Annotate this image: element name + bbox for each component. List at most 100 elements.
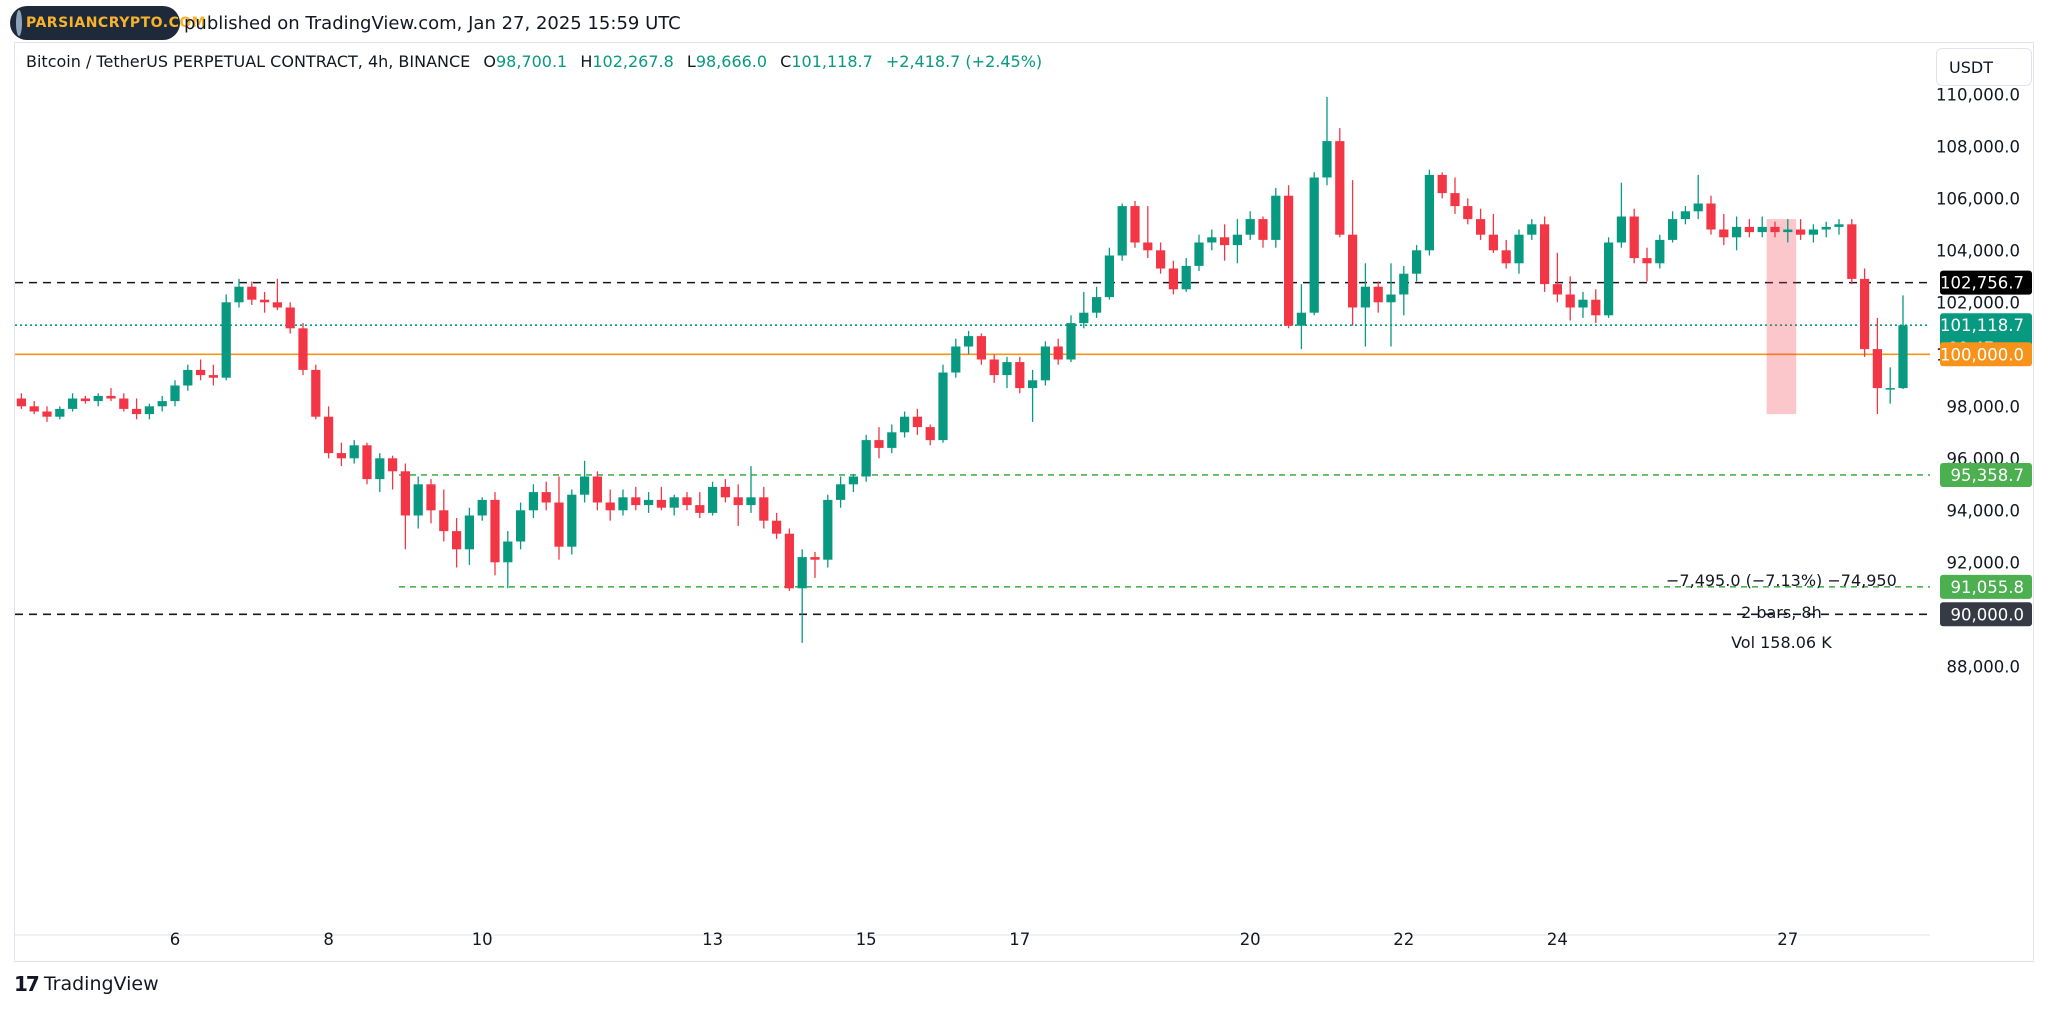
candle-body	[451, 531, 462, 550]
candle-down	[874, 427, 884, 459]
candle-body	[1079, 312, 1089, 324]
candle-down	[1706, 195, 1716, 235]
candle-body	[208, 375, 219, 378]
candle-body	[784, 533, 795, 589]
candle-body	[259, 299, 270, 303]
candle-down	[682, 492, 692, 511]
candle-up	[1655, 234, 1665, 269]
candle-up	[221, 294, 231, 381]
candle-body	[1335, 141, 1345, 235]
candle-body	[861, 440, 871, 477]
candle-body	[1450, 193, 1460, 207]
candle-down	[1335, 128, 1345, 238]
candle-body	[1629, 216, 1639, 259]
y-tick-label: 110,000.0	[1936, 85, 2020, 104]
candle-down	[323, 406, 334, 459]
x-tick-label: 27	[1777, 930, 1798, 949]
candle-body	[464, 515, 475, 550]
candle-body	[247, 286, 257, 300]
candle-up	[1296, 284, 1307, 350]
candle-body	[1219, 237, 1230, 246]
candle-body	[541, 492, 551, 503]
candle-body	[1795, 229, 1806, 235]
candle-up	[183, 364, 193, 391]
candle-body	[67, 398, 78, 409]
candle-down	[1053, 338, 1063, 365]
close-value: 101,118.7	[791, 52, 873, 71]
candle-body	[29, 406, 39, 412]
high-label: H	[580, 52, 593, 71]
candle-up	[707, 481, 718, 516]
candle-up	[1232, 219, 1243, 264]
candle-up	[579, 460, 590, 503]
candle-body	[1693, 203, 1703, 212]
candle-body	[80, 398, 91, 402]
candle-body	[42, 411, 52, 417]
candle-up	[55, 406, 65, 420]
candle-body	[1744, 226, 1755, 233]
candle-down	[1847, 219, 1857, 285]
candle-down	[1859, 268, 1870, 357]
candle-down	[387, 455, 398, 490]
candle-up	[1091, 286, 1102, 318]
candle-body	[1667, 219, 1678, 240]
candle-body	[1091, 297, 1102, 313]
candle-up	[503, 531, 513, 589]
candle-down	[810, 551, 820, 578]
price-axis-label: 95,358.7	[1951, 466, 2024, 485]
candle-body	[400, 471, 411, 516]
candle-body	[1143, 242, 1153, 251]
publisher-logo[interactable]: PARSIANCRYPTO.COM	[10, 6, 206, 40]
candle-body	[695, 505, 705, 513]
candle-down	[272, 278, 283, 311]
candle-down	[989, 354, 999, 383]
candle-down	[119, 393, 129, 412]
candle-body	[643, 499, 654, 506]
y-tick-label: 98,000.0	[1947, 397, 2020, 416]
candle-down	[106, 388, 116, 402]
candle-down	[336, 442, 347, 467]
candle-body	[1066, 323, 1076, 360]
candle-up	[567, 489, 577, 555]
candle-body	[1015, 362, 1025, 389]
chart-frame	[14, 42, 2034, 962]
price-axis-label: 101,118.7	[1940, 316, 2024, 335]
candle-down	[1872, 317, 1883, 415]
candle-body	[362, 445, 372, 480]
candle-body	[1411, 250, 1422, 274]
candle-up	[963, 330, 974, 355]
high-value: 102,267.8	[592, 52, 674, 71]
candle-body	[1155, 250, 1166, 269]
candle-down	[1795, 219, 1806, 240]
candle-down	[1015, 356, 1025, 394]
candle-body	[669, 497, 679, 508]
candle-down	[259, 291, 270, 313]
candle-body	[1578, 299, 1588, 308]
candle-body	[477, 499, 487, 516]
candle-down	[1463, 198, 1473, 225]
tradingview-brand[interactable]: TradingView	[43, 973, 159, 995]
candle-up	[1117, 203, 1127, 261]
x-tick-label: 8	[323, 930, 334, 949]
candle-down	[208, 364, 219, 386]
measure-label-1: −7,495.0 (−7.13%) −74,950	[1666, 571, 1897, 590]
candle-down	[131, 398, 142, 420]
candle-up	[835, 476, 846, 508]
candle-up	[528, 484, 539, 519]
candle-body	[1232, 234, 1243, 246]
candle-up	[515, 502, 526, 550]
header-bar: PARSIANCRYPTO.COM published on TradingVi…	[0, 0, 2048, 46]
candle-body	[1053, 346, 1063, 360]
candle-body	[1258, 219, 1268, 240]
candle-body	[1373, 286, 1383, 303]
candle-body	[195, 369, 206, 376]
candle-up	[1514, 229, 1524, 274]
currency-button[interactable]: USDT	[1936, 48, 2032, 86]
x-tick-label: 20	[1240, 930, 1261, 949]
candle-body	[1283, 195, 1294, 326]
y-tick-label: 104,000.0	[1936, 241, 2020, 260]
candle-body	[1424, 174, 1435, 251]
candle-down	[362, 442, 372, 485]
candle-up	[1808, 224, 1819, 243]
